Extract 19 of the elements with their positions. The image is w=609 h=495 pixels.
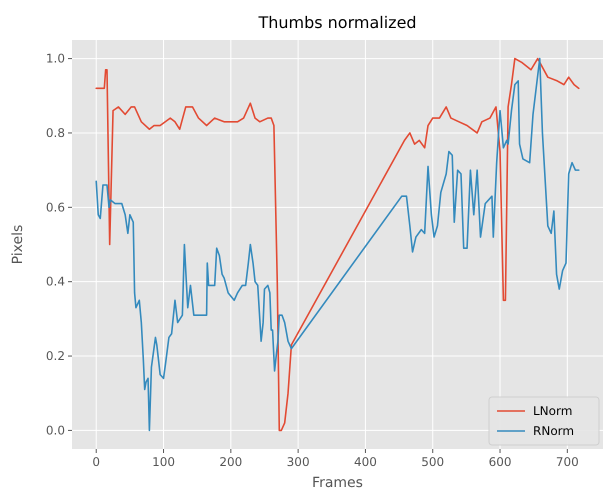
y-tick-label: 0.0 (46, 423, 65, 438)
x-tick-label: 0 (92, 455, 100, 469)
y-tick-label: 0.6 (46, 200, 65, 214)
x-tick-label: 700 (556, 455, 579, 469)
chart-title: Thumbs normalized (257, 13, 417, 32)
x-tick-label: 200 (219, 455, 242, 469)
x-tick-label: 600 (488, 455, 512, 469)
y-tick-label: 0.4 (46, 274, 65, 289)
x-tick-label: 500 (421, 455, 444, 469)
legend-label: LNorm (533, 404, 572, 418)
y-tick-label: 0.2 (46, 349, 65, 364)
x-tick-label: 100 (152, 455, 175, 469)
x-tick-label: 300 (286, 455, 310, 469)
y-axis-title: Pixels (10, 224, 26, 264)
y-tick-label: 0.8 (46, 126, 65, 140)
y-tick-label: 1.0 (46, 52, 65, 66)
x-tick-label: 400 (354, 455, 377, 469)
x-axis-title: Frames (312, 475, 363, 491)
legend-label: RNorm (533, 424, 574, 438)
